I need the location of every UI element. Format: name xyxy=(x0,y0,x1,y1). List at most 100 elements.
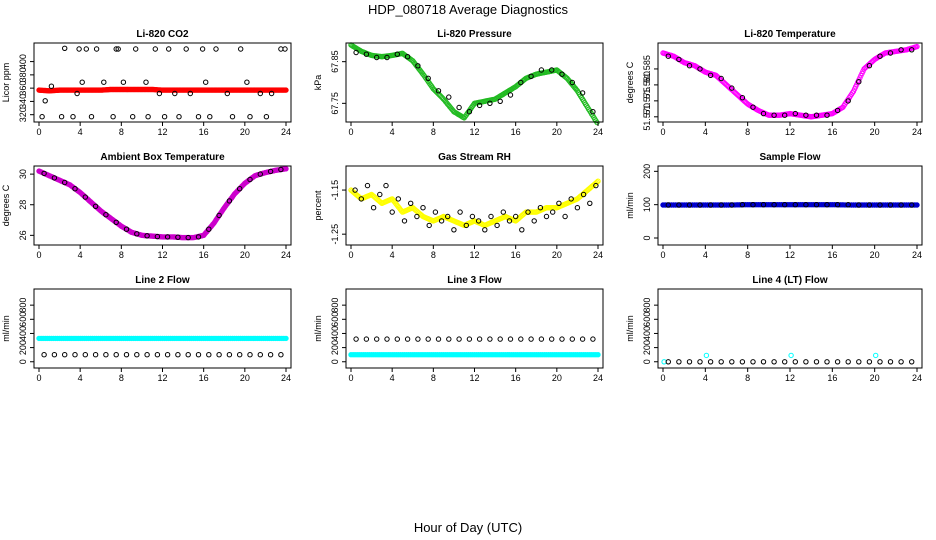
data-point xyxy=(739,202,746,208)
data-point xyxy=(103,212,109,218)
y-tick-label: 200 xyxy=(642,340,652,355)
x-tick-label: 0 xyxy=(660,127,665,137)
series-line-4-flow-averages xyxy=(665,359,915,365)
y-tick-label: 200 xyxy=(330,340,340,355)
data-point xyxy=(562,213,568,220)
data-point xyxy=(497,98,503,105)
x-tick-label: 20 xyxy=(240,127,250,137)
data-point xyxy=(909,359,915,365)
data-point xyxy=(374,336,380,342)
data-point xyxy=(420,205,426,211)
data-point xyxy=(834,359,841,365)
data-point xyxy=(435,336,442,342)
series-line-2-flow-averages xyxy=(41,352,284,358)
data-point xyxy=(834,202,841,208)
y-axis-label: ml/min xyxy=(313,315,323,342)
data-point xyxy=(856,202,862,208)
x-tick-label: 0 xyxy=(36,373,41,383)
y-tick-label: -1.25 xyxy=(330,224,340,245)
chart-title: Ambient Box Temperature xyxy=(100,152,225,163)
y-tick-label: 600 xyxy=(18,312,28,327)
data-point xyxy=(401,218,408,224)
data-point xyxy=(587,200,593,207)
data-point xyxy=(267,168,274,175)
y-tick-label: 360 xyxy=(18,81,28,96)
data-point xyxy=(247,352,253,358)
data-point xyxy=(363,51,370,57)
data-point xyxy=(824,112,830,118)
y-tick-label: 51.585 xyxy=(642,55,652,83)
y-tick-label: 800 xyxy=(18,298,28,313)
x-tick-label: 24 xyxy=(593,127,603,137)
data-point xyxy=(866,202,873,208)
data-point xyxy=(113,46,119,52)
data-point xyxy=(164,352,171,358)
data-point xyxy=(432,209,439,215)
chart-gas-stream-rh: Gas Stream RH percent 0 4 8 12 16 20 24 -1.25 -1.1… xyxy=(313,152,604,260)
data-point xyxy=(446,94,452,100)
data-point xyxy=(559,336,565,342)
data-point xyxy=(697,66,703,72)
data-point xyxy=(88,114,95,120)
y-axis-label: ml/min xyxy=(1,315,11,342)
data-point xyxy=(887,359,894,365)
data-point xyxy=(866,62,873,69)
x-tick-label: 0 xyxy=(36,127,41,137)
data-point xyxy=(856,79,862,85)
data-point xyxy=(782,112,788,118)
data-point xyxy=(845,98,851,104)
x-tick-label: 12 xyxy=(785,250,795,260)
y-tick-label: 380 xyxy=(18,67,28,82)
data-point xyxy=(120,79,127,85)
data-point xyxy=(404,54,411,60)
data-point xyxy=(176,114,182,120)
x-tick-label: 0 xyxy=(660,250,665,260)
chart-li-820-pressure: Li-820 Pressure kPa 0 4 8 12 16 20 24 67.75 67.85 xyxy=(313,29,604,137)
data-point xyxy=(389,209,395,215)
x-tick-label: 4 xyxy=(390,127,395,137)
data-point xyxy=(856,359,862,365)
data-point xyxy=(463,222,469,229)
data-point xyxy=(792,359,798,365)
data-point xyxy=(185,234,191,241)
data-point xyxy=(41,170,47,177)
data-point xyxy=(873,352,879,359)
data-point xyxy=(172,90,178,97)
data-point xyxy=(145,114,151,120)
y-axis-label: Licor ppm xyxy=(1,63,11,103)
data-point xyxy=(353,336,359,342)
data-point xyxy=(408,200,414,207)
data-point xyxy=(123,226,130,232)
data-point xyxy=(134,231,140,237)
data-point xyxy=(133,46,139,52)
figure-xlabel: Hour of Day (UTC) xyxy=(414,520,522,535)
data-point xyxy=(707,359,714,365)
data-point xyxy=(782,202,788,208)
data-point xyxy=(866,359,873,365)
data-point xyxy=(834,107,841,114)
data-point xyxy=(154,352,161,358)
data-point xyxy=(824,359,830,365)
data-point xyxy=(898,359,904,365)
series-line-2-flow-1-min xyxy=(36,335,289,342)
x-tick-label: 12 xyxy=(157,127,167,137)
data-point xyxy=(156,90,163,97)
data-point xyxy=(70,114,76,120)
series-rh-averages xyxy=(352,182,599,233)
data-point xyxy=(676,359,682,365)
data-point xyxy=(283,87,289,93)
chart-title: Line 2 Flow xyxy=(135,275,190,286)
x-tick-label: 8 xyxy=(745,250,750,260)
data-point xyxy=(134,352,140,358)
x-tick-label: 4 xyxy=(78,250,83,260)
y-tick-label: 340 xyxy=(18,94,28,109)
y-tick-label: 67.75 xyxy=(330,92,340,115)
data-point xyxy=(594,179,600,185)
y-tick-label: 0 xyxy=(642,359,652,364)
y-axis-label: percent xyxy=(313,190,323,221)
series-line-3-flow-1-min xyxy=(348,352,601,358)
plot-frame xyxy=(33,288,292,369)
data-point xyxy=(278,352,284,358)
data-point xyxy=(383,182,389,189)
